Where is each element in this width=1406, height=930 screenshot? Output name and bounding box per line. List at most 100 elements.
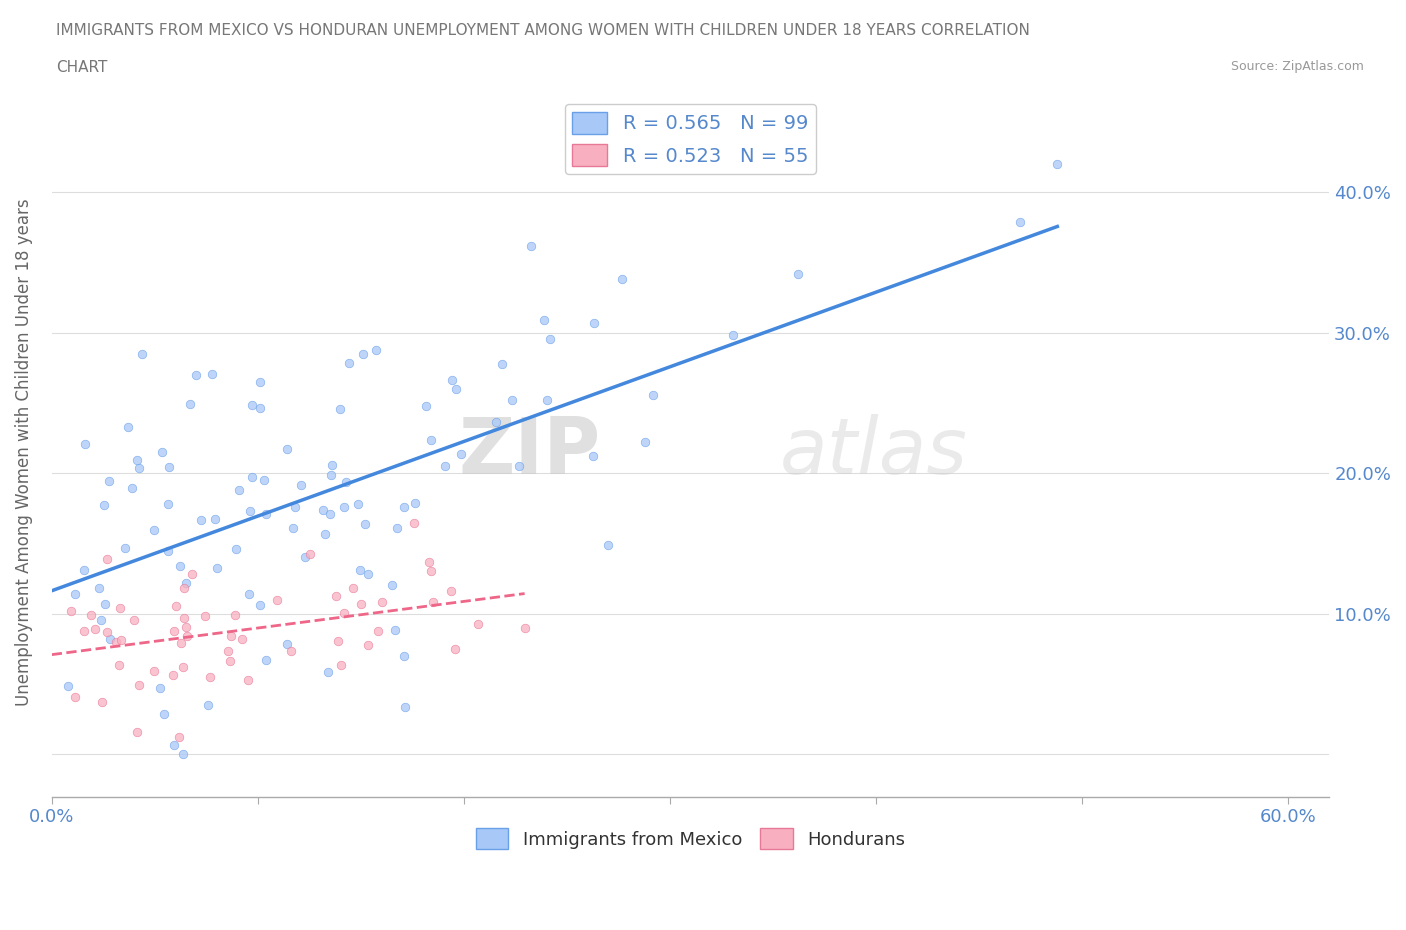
Point xyxy=(314,526,336,541)
Point xyxy=(156,544,179,559)
Point xyxy=(321,458,343,472)
Point xyxy=(143,663,166,678)
Point xyxy=(173,610,195,625)
Point xyxy=(173,580,195,595)
Point xyxy=(326,633,349,648)
Point xyxy=(128,461,150,476)
Point xyxy=(335,474,357,489)
Point xyxy=(108,600,131,615)
Point xyxy=(333,605,356,620)
Point xyxy=(190,513,212,528)
Point xyxy=(254,653,277,668)
Point xyxy=(394,699,416,714)
Point xyxy=(266,593,288,608)
Point xyxy=(316,665,339,680)
Point xyxy=(371,595,394,610)
Text: IMMIGRANTS FROM MEXICO VS HONDURAN UNEMPLOYMENT AMONG WOMEN WITH CHILDREN UNDER : IMMIGRANTS FROM MEXICO VS HONDURAN UNEMP… xyxy=(56,23,1031,38)
Point xyxy=(333,499,356,514)
Point xyxy=(63,587,86,602)
Point xyxy=(225,542,247,557)
Point xyxy=(163,623,186,638)
Point xyxy=(394,499,416,514)
Point xyxy=(200,670,222,684)
Point xyxy=(104,635,127,650)
Point xyxy=(467,617,489,631)
Point xyxy=(128,678,150,693)
Point xyxy=(236,672,259,687)
Point xyxy=(184,367,207,382)
Point xyxy=(194,608,217,623)
Point xyxy=(153,706,176,721)
Point xyxy=(73,437,96,452)
Point xyxy=(787,266,810,281)
Point xyxy=(294,550,316,565)
Point xyxy=(157,459,180,474)
Point xyxy=(240,470,263,485)
Point xyxy=(433,458,456,473)
Point xyxy=(634,434,657,449)
Point xyxy=(415,399,437,414)
Point xyxy=(59,604,82,618)
Point xyxy=(276,441,298,456)
Point xyxy=(350,597,373,612)
Point xyxy=(643,388,665,403)
Point xyxy=(231,632,253,647)
Point xyxy=(122,613,145,628)
Point xyxy=(349,563,371,578)
Point xyxy=(582,448,605,463)
Point xyxy=(280,644,302,658)
Point xyxy=(73,623,96,638)
Point xyxy=(440,584,463,599)
Point xyxy=(98,473,121,488)
Point xyxy=(422,594,444,609)
Point xyxy=(63,689,86,704)
Point xyxy=(238,587,260,602)
Point xyxy=(157,497,180,512)
Point xyxy=(337,355,360,370)
Point xyxy=(381,578,404,592)
Point xyxy=(1046,157,1069,172)
Point xyxy=(346,497,368,512)
Point xyxy=(612,272,634,286)
Point xyxy=(93,498,115,512)
Point xyxy=(450,447,472,462)
Point xyxy=(224,607,246,622)
Point xyxy=(249,401,271,416)
Point xyxy=(172,747,194,762)
Point xyxy=(342,580,364,595)
Point xyxy=(174,619,197,634)
Point xyxy=(167,729,190,744)
Point xyxy=(87,580,110,595)
Point xyxy=(367,623,389,638)
Point xyxy=(125,725,148,740)
Point xyxy=(219,629,242,644)
Text: CHART: CHART xyxy=(56,60,108,75)
Point xyxy=(501,392,523,407)
Point xyxy=(312,503,335,518)
Point xyxy=(519,238,541,253)
Point xyxy=(169,559,191,574)
Point xyxy=(181,567,204,582)
Point xyxy=(420,432,443,447)
Point xyxy=(179,396,201,411)
Point xyxy=(117,420,139,435)
Point xyxy=(204,512,226,526)
Point xyxy=(352,346,374,361)
Point xyxy=(357,637,380,652)
Point xyxy=(357,567,380,582)
Point xyxy=(110,632,132,647)
Point xyxy=(240,398,263,413)
Point xyxy=(385,521,408,536)
Point xyxy=(90,695,112,710)
Point xyxy=(366,343,388,358)
Point xyxy=(419,564,441,578)
Point xyxy=(249,598,271,613)
Point xyxy=(404,496,426,511)
Point xyxy=(290,477,312,492)
Point xyxy=(394,649,416,664)
Point xyxy=(143,523,166,538)
Point xyxy=(150,445,173,459)
Point xyxy=(228,483,250,498)
Point xyxy=(174,576,197,591)
Point xyxy=(201,366,224,381)
